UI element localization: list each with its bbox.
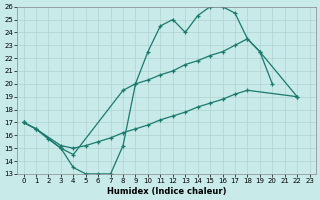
X-axis label: Humidex (Indice chaleur): Humidex (Indice chaleur)	[107, 187, 226, 196]
